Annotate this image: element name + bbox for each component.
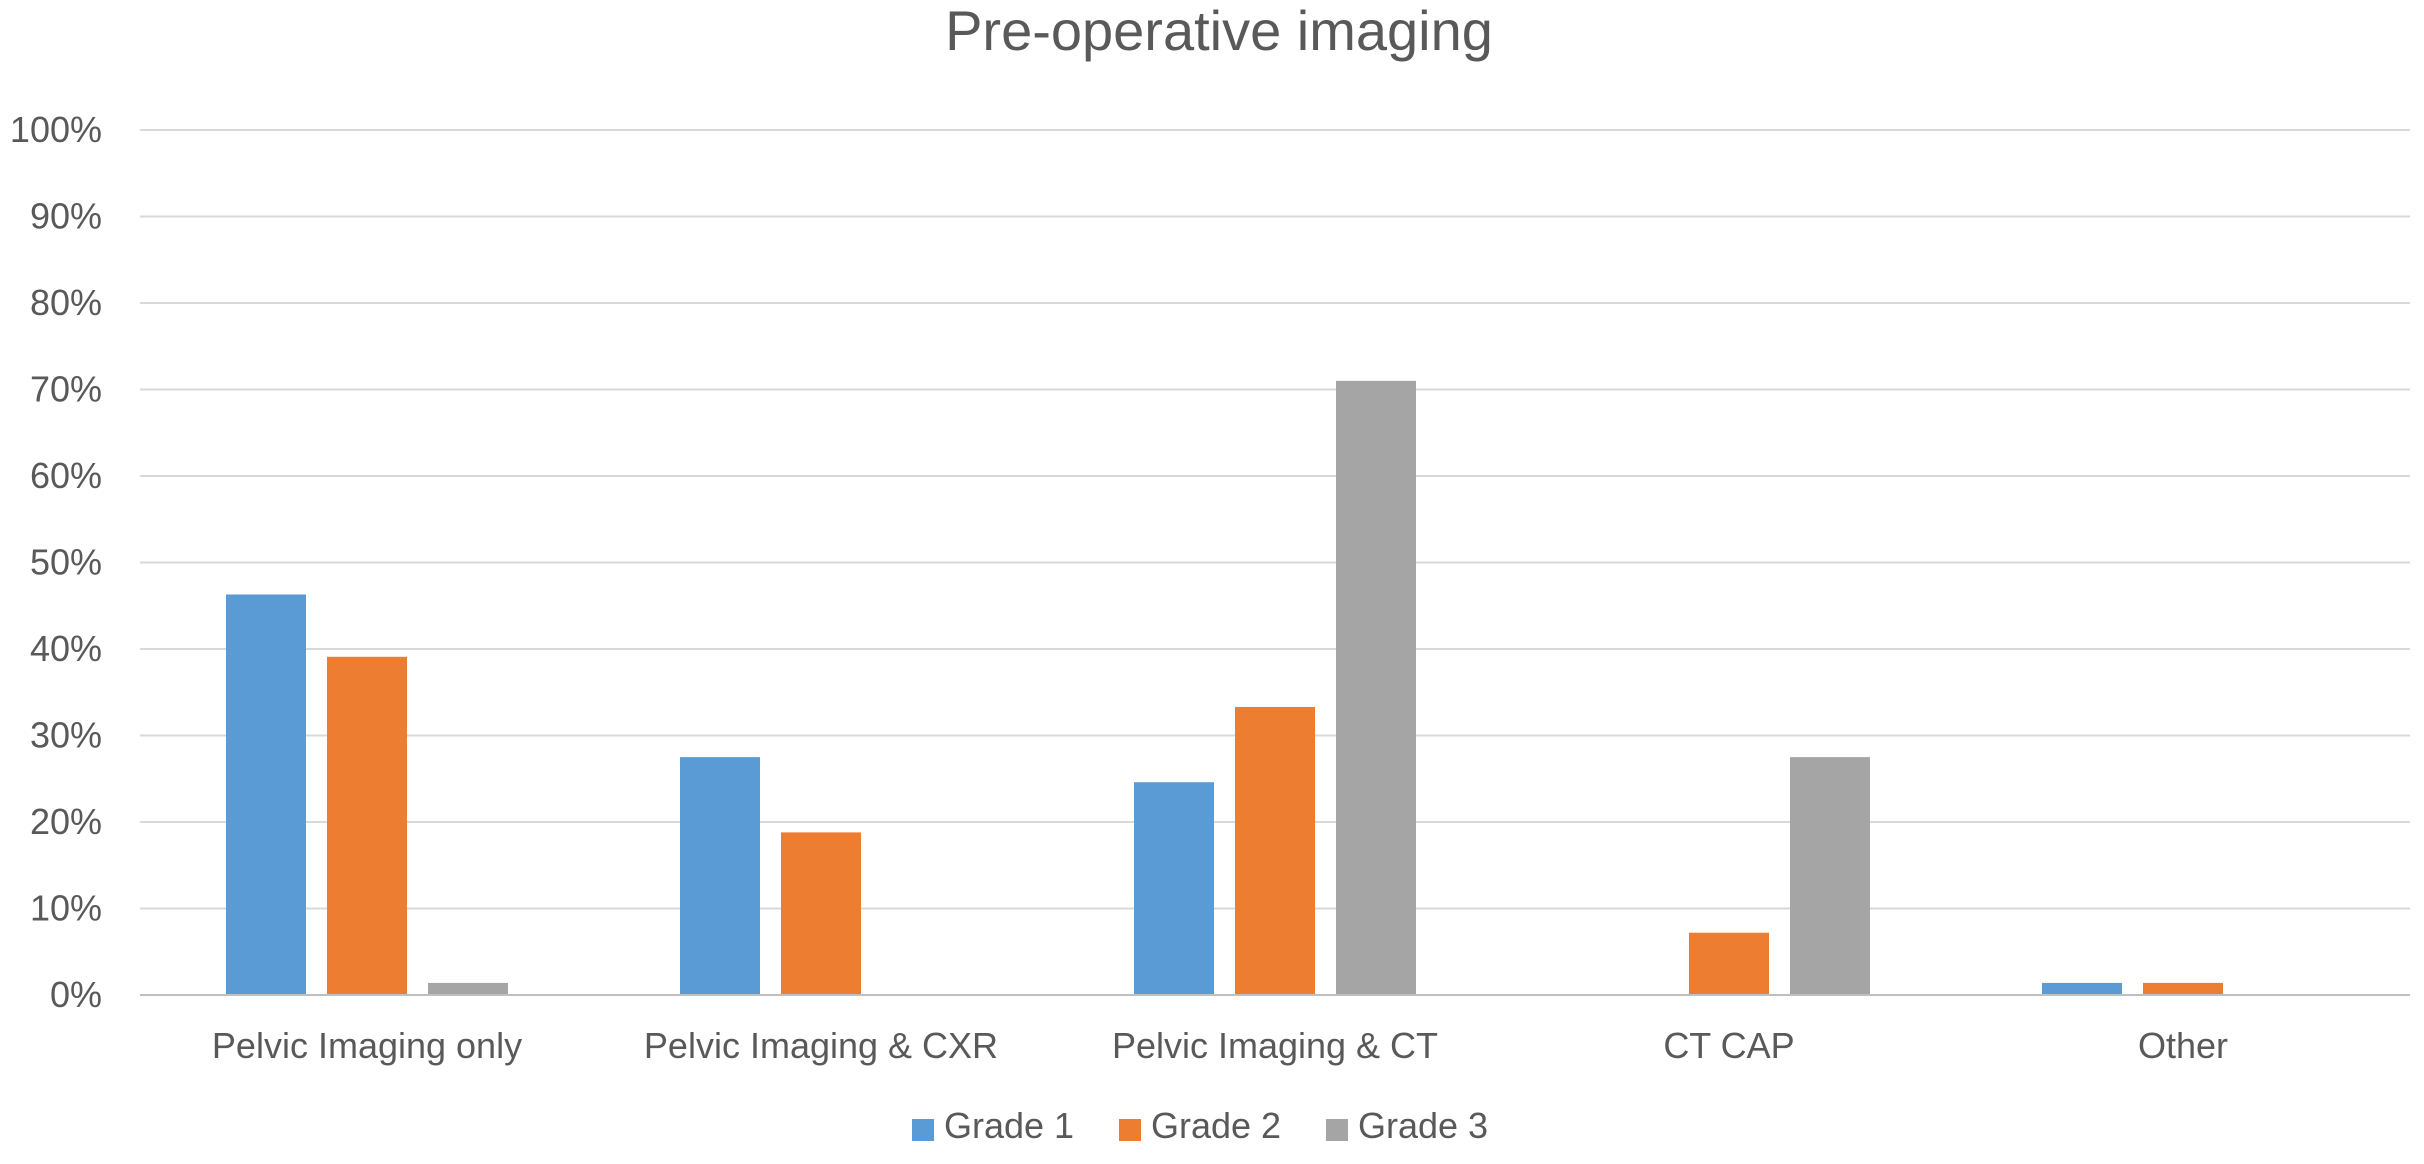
legend-swatch (912, 1119, 934, 1141)
bars (226, 380, 2223, 996)
y-tick-label: 60% (30, 455, 102, 496)
x-category-label: Pelvic Imaging only (212, 1025, 522, 1066)
bar-grade-3 (1336, 380, 1416, 996)
bar-grade-2 (781, 832, 861, 995)
x-axis-category-labels: Pelvic Imaging only Pelvic Imaging & CXR P… (212, 1025, 2228, 1066)
y-tick-label: 40% (30, 628, 102, 669)
bar-grade-1 (1134, 782, 1214, 995)
legend: Grade 1 Grade 2 Grade 3 (912, 1105, 1488, 1146)
x-category-label: CT CAP (1663, 1025, 1794, 1066)
bar-grade-2 (327, 656, 407, 995)
gridlines (140, 129, 2410, 910)
y-tick-label: 10% (30, 888, 102, 929)
bar-grade-3 (1790, 757, 1870, 995)
y-tick-label: 70% (30, 369, 102, 410)
x-category-label: Other (2138, 1025, 2228, 1066)
legend-item: Grade 3 (1326, 1105, 1488, 1146)
y-tick-label: 80% (30, 282, 102, 323)
legend-label: Grade 2 (1151, 1105, 1281, 1146)
y-tick-label: 20% (30, 801, 102, 842)
bar-grade-2 (1235, 706, 1315, 995)
legend-item: Grade 1 (912, 1105, 1074, 1146)
legend-label: Grade 1 (944, 1105, 1074, 1146)
y-axis-tick-labels: 0% 10% 20% 30% 40% 50% 60% 70% 80% 90% 100% (10, 109, 102, 1015)
x-category-label: Pelvic Imaging & CXR (644, 1025, 998, 1066)
y-tick-label: 0% (50, 974, 102, 1015)
x-category-label: Pelvic Imaging & CT (1112, 1025, 1438, 1066)
legend-item: Grade 2 (1119, 1105, 1281, 1146)
bar-grade-3 (428, 982, 508, 995)
bar-grade-1 (680, 757, 760, 995)
bar-grade-2 (1689, 932, 1769, 995)
y-tick-label: 50% (30, 542, 102, 583)
y-tick-label: 100% (10, 109, 102, 150)
legend-swatch (1119, 1119, 1141, 1141)
bar-grade-1 (226, 594, 306, 995)
legend-label: Grade 3 (1358, 1105, 1488, 1146)
bar-grade-1 (2042, 982, 2122, 995)
bar-grade-2 (2143, 982, 2223, 995)
legend-swatch (1326, 1119, 1348, 1141)
y-tick-label: 30% (30, 715, 102, 756)
chart-title: Pre-operative imaging (945, 0, 1493, 62)
y-tick-label: 90% (30, 196, 102, 237)
